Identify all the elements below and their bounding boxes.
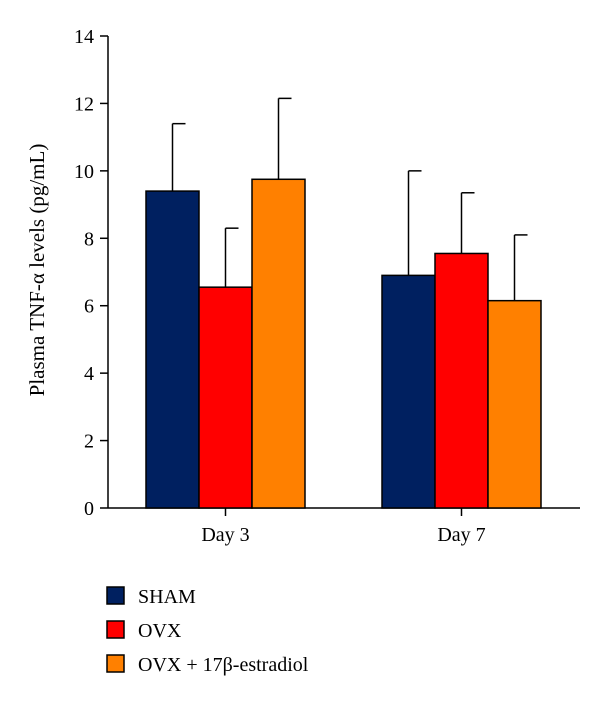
legend-label: OVX + 17β-estradiol [138, 654, 309, 676]
y-tick-label: 2 [84, 431, 94, 453]
legend-label: OVX [138, 620, 182, 642]
y-tick-label: 4 [84, 363, 94, 385]
y-tick-label: 10 [74, 161, 94, 183]
bar [381, 274, 436, 509]
bar [251, 178, 306, 509]
legend-swatch [106, 620, 125, 639]
bars [145, 97, 542, 509]
legend-swatch [106, 654, 125, 673]
y-tick-label: 8 [84, 228, 94, 250]
x-tick-label: Day 7 [437, 524, 485, 546]
legend-swatch [106, 586, 125, 605]
legend: SHAM OVX OVX + 17β-estradiol [106, 586, 309, 676]
y-tick-label: 0 [84, 498, 94, 520]
y-tick-label: 12 [74, 93, 94, 115]
y-tick-label: 6 [84, 296, 94, 318]
bar [487, 299, 542, 509]
bar [434, 252, 489, 509]
y-tick-label: 14 [74, 26, 94, 48]
axes: 0 2 4 6 8 10 12 14 Day 3 Day 7 [74, 26, 580, 546]
y-axis-label: Plasma TNF-α levels (pg/mL) [25, 144, 49, 397]
bar [145, 190, 200, 509]
bar [198, 286, 253, 509]
legend-label: SHAM [138, 586, 196, 608]
x-tick-label: Day 3 [201, 524, 249, 546]
